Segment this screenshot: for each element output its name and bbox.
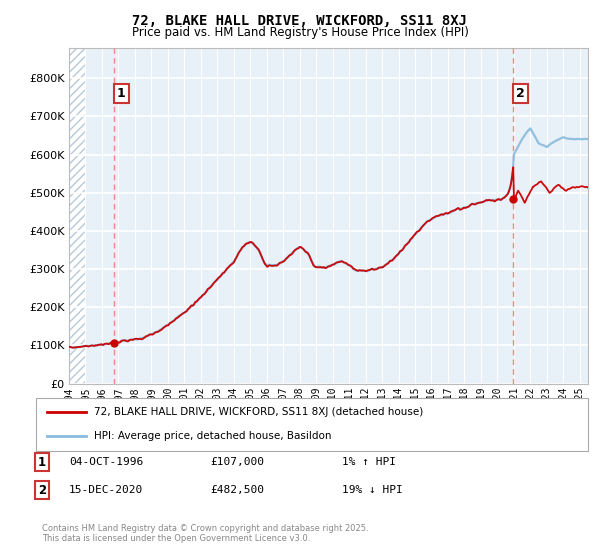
Text: 72, BLAKE HALL DRIVE, WICKFORD, SS11 8XJ: 72, BLAKE HALL DRIVE, WICKFORD, SS11 8XJ bbox=[133, 14, 467, 28]
Text: 04-OCT-1996: 04-OCT-1996 bbox=[69, 457, 143, 467]
Text: 1: 1 bbox=[38, 455, 46, 469]
Text: Contains HM Land Registry data © Crown copyright and database right 2025.
This d: Contains HM Land Registry data © Crown c… bbox=[42, 524, 368, 543]
Text: 72, BLAKE HALL DRIVE, WICKFORD, SS11 8XJ (detached house): 72, BLAKE HALL DRIVE, WICKFORD, SS11 8XJ… bbox=[94, 408, 423, 418]
Text: 15-DEC-2020: 15-DEC-2020 bbox=[69, 485, 143, 495]
Text: 1% ↑ HPI: 1% ↑ HPI bbox=[342, 457, 396, 467]
FancyBboxPatch shape bbox=[36, 398, 588, 451]
Text: Price paid vs. HM Land Registry's House Price Index (HPI): Price paid vs. HM Land Registry's House … bbox=[131, 26, 469, 39]
Text: 2: 2 bbox=[515, 87, 524, 100]
Text: 19% ↓ HPI: 19% ↓ HPI bbox=[342, 485, 403, 495]
Text: HPI: Average price, detached house, Basildon: HPI: Average price, detached house, Basi… bbox=[94, 431, 331, 441]
Text: 1: 1 bbox=[117, 87, 125, 100]
Text: £482,500: £482,500 bbox=[210, 485, 264, 495]
Bar bbox=[69, 48, 85, 384]
Text: 2: 2 bbox=[38, 483, 46, 497]
Text: £107,000: £107,000 bbox=[210, 457, 264, 467]
